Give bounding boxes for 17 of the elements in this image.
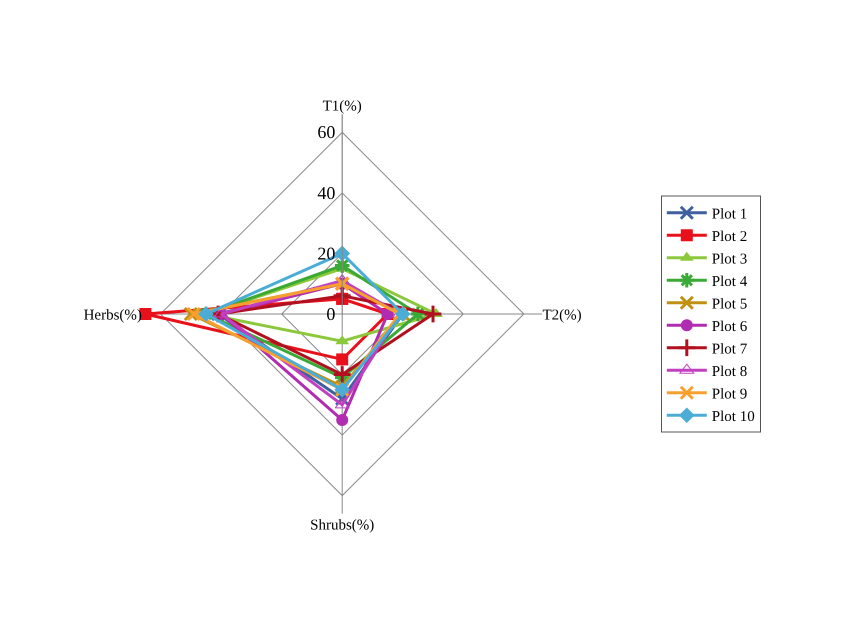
y-tick-label: 0 xyxy=(326,304,336,324)
legend-label: Plot 10 xyxy=(712,409,755,426)
legend-label: Plot 4 xyxy=(712,274,748,290)
spoke-label: T2(%) xyxy=(542,307,582,324)
legend-label: Plot 8 xyxy=(712,364,748,380)
legend-label: Plot 1 xyxy=(712,206,748,223)
y-tick-label: 60 xyxy=(317,122,336,142)
spoke-label: Shrubs(%) xyxy=(310,517,374,534)
spoke-label: T1(%) xyxy=(322,98,362,115)
legend-label: Plot 2 xyxy=(712,229,748,246)
legend-label: Plot 7 xyxy=(712,342,748,358)
legend-label: Plot 9 xyxy=(712,386,748,403)
legend-label: Plot 6 xyxy=(712,319,748,336)
legend-label: Plot 5 xyxy=(712,296,748,313)
y-tick-label: 40 xyxy=(317,182,336,203)
legend-label: Plot 3 xyxy=(712,252,748,268)
y-tick-label: 20 xyxy=(317,243,336,264)
